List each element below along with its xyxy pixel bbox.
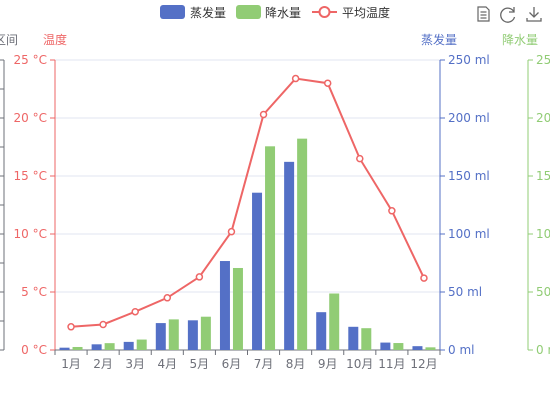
- precipitation-bar[interactable]: [168, 319, 179, 350]
- x-tick-label: 1月: [61, 357, 81, 371]
- legend-label-evaporation: 蒸发量: [190, 5, 226, 20]
- evaporation-tick-label: 150 ml: [448, 169, 490, 183]
- evaporation-bar[interactable]: [187, 320, 198, 350]
- precipitation-axis-name: 降水量: [502, 33, 538, 47]
- x-tick-label: 5月: [190, 357, 210, 371]
- precipitation-tick-label: 250: [536, 53, 550, 67]
- temperature-tick-label: 25 °C: [14, 53, 47, 67]
- precipitation-bar[interactable]: [393, 343, 404, 350]
- evaporation-bar[interactable]: [123, 341, 134, 350]
- evaporation-bar[interactable]: [284, 161, 295, 350]
- temperature-point[interactable]: [388, 207, 396, 215]
- precipitation-bar[interactable]: [361, 328, 372, 350]
- evaporation-bar[interactable]: [155, 323, 166, 350]
- x-tick-label: 2月: [93, 357, 113, 371]
- temperature-tick-label: 0 °C: [21, 343, 47, 357]
- evaporation-bar[interactable]: [316, 312, 327, 350]
- legend-item-precipitation[interactable]: 降水量: [236, 5, 301, 20]
- legend-swatch-precipitation: [236, 5, 261, 19]
- evaporation-bar[interactable]: [91, 344, 102, 350]
- legend-marker-temperature: [318, 6, 331, 18]
- evaporation-tick-label: 50 ml: [448, 285, 482, 299]
- evaporation-axis-name: 蒸发量: [421, 32, 457, 47]
- evaporation-tick-label: 250 ml: [448, 53, 490, 67]
- precipitation-bar[interactable]: [265, 146, 276, 350]
- precipitation-bar[interactable]: [72, 346, 83, 350]
- temperature-point[interactable]: [259, 110, 268, 119]
- temperature-point[interactable]: [356, 154, 364, 163]
- axes: 0 °C 5 °C 10 °C 15 °C 20 °C 25 °C 0 ml 50 ml 100…: [0, 53, 550, 371]
- x-tick-label: 8月: [286, 357, 306, 371]
- toolbox: [477, 6, 542, 23]
- x-tick-label: 6月: [222, 357, 242, 371]
- evaporation-bar[interactable]: [412, 346, 423, 350]
- temperature-tick-label: 15 °C: [14, 169, 47, 183]
- evaporation-tick-label: 100 ml: [448, 227, 490, 241]
- temperature-point[interactable]: [323, 79, 332, 87]
- temperature-tick-label: 10 °C: [14, 227, 47, 241]
- temperature-point[interactable]: [131, 307, 139, 316]
- precipitation-bar[interactable]: [136, 339, 147, 350]
- far-left-axis-name: 区间: [0, 33, 18, 47]
- x-tick-label: 7月: [254, 357, 274, 371]
- x-tick-label: 9月: [318, 357, 338, 371]
- evaporation-tick-label: 200 ml: [448, 111, 490, 125]
- precipitation-bar[interactable]: [200, 316, 211, 350]
- x-tick-label: 4月: [157, 357, 177, 371]
- x-tick-label: 12月: [410, 357, 437, 371]
- precipitation-bar[interactable]: [425, 347, 436, 350]
- temperature-point[interactable]: [163, 294, 172, 302]
- precipitation-tick-label: 200: [536, 111, 550, 125]
- save-image-icon[interactable]: [526, 7, 542, 22]
- x-tick-label: 10月: [346, 357, 373, 371]
- x-tick-label: 3月: [125, 357, 145, 371]
- legend-swatch-evaporation: [160, 5, 185, 19]
- legend-label-temperature: 平均温度: [342, 5, 390, 20]
- grid-lines: [55, 59, 440, 351]
- evaporation-tick-label: 0 ml: [448, 343, 474, 357]
- temperature-axis-name: 温度: [43, 32, 67, 47]
- evaporation-bar[interactable]: [59, 347, 70, 350]
- temperature-point[interactable]: [99, 320, 107, 329]
- evaporation-bar[interactable]: [252, 192, 263, 350]
- precipitation-tick-label: 0 m: [536, 343, 550, 357]
- precipitation-bar[interactable]: [104, 343, 115, 350]
- temperature-line-series: [67, 74, 428, 331]
- evaporation-bar[interactable]: [380, 342, 391, 350]
- precipitation-tick-label: 100: [536, 227, 550, 241]
- temperature-point[interactable]: [420, 274, 428, 282]
- evaporation-bar[interactable]: [348, 326, 359, 350]
- x-tick-label: 11月: [378, 357, 405, 371]
- evaporation-bar[interactable]: [219, 261, 230, 350]
- legend-label-precipitation: 降水量: [265, 6, 301, 20]
- restore-icon[interactable]: [500, 7, 516, 23]
- precipitation-bar[interactable]: [297, 138, 308, 350]
- temperature-tick-label: 5 °C: [21, 285, 47, 299]
- legend-item-temperature[interactable]: 平均温度: [312, 5, 390, 20]
- temperature-point[interactable]: [67, 323, 75, 331]
- temperature-point[interactable]: [195, 273, 204, 281]
- temperature-point[interactable]: [227, 227, 236, 236]
- legend-item-evaporation[interactable]: 蒸发量: [160, 5, 226, 20]
- temperature-tick-label: 20 °C: [14, 111, 47, 125]
- data-view-icon[interactable]: [477, 6, 490, 22]
- precipitation-tick-label: 150: [536, 169, 550, 183]
- legend[interactable]: 蒸发量 降水量 平均温度: [160, 5, 390, 20]
- bar-series: [59, 138, 436, 350]
- precipitation-bar[interactable]: [232, 267, 243, 350]
- temperature-point[interactable]: [291, 74, 300, 83]
- precipitation-tick-label: 50 r: [536, 285, 550, 299]
- temperature-line: [70, 77, 425, 328]
- precipitation-bar[interactable]: [329, 293, 340, 350]
